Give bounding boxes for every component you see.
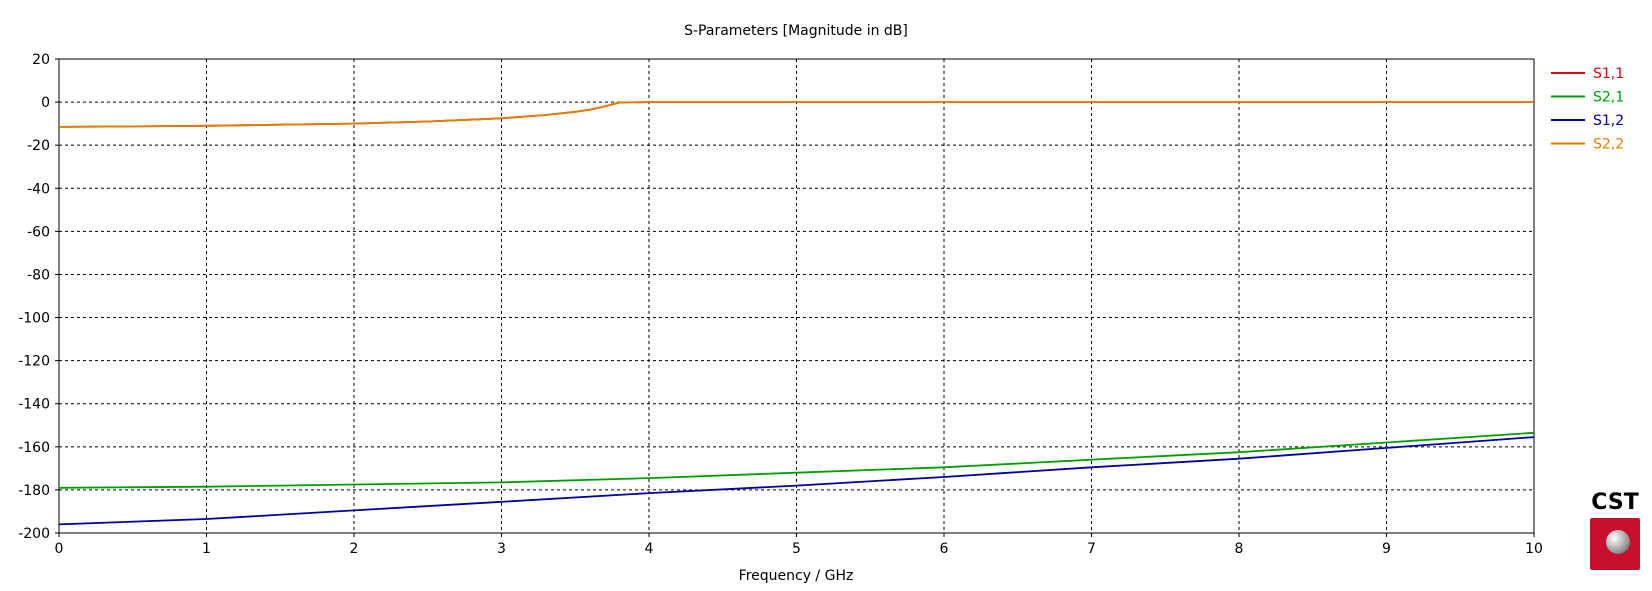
- grid-lines: [59, 59, 1534, 533]
- x-tick-label: 7: [1087, 541, 1096, 557]
- series-line-s22: [58, 101, 1534, 128]
- x-axis-ticks: 0 1 2 3 4 5 6 7 8 9 10: [55, 533, 1543, 557]
- x-tick-label: 2: [350, 541, 359, 557]
- legend-label-s12: S1,2: [1593, 113, 1624, 129]
- legend: S1,1 S2,1 S1,2 S2,2: [1551, 66, 1624, 153]
- x-tick-label: 10: [1525, 541, 1543, 557]
- logo-sphere-icon: [1606, 530, 1630, 554]
- x-tick-label: 9: [1382, 541, 1391, 557]
- x-axis-label: Frequency / GHz: [739, 568, 854, 584]
- x-tick-label: 8: [1235, 541, 1244, 557]
- y-tick-label: -40: [27, 181, 50, 197]
- x-tick-label: 0: [55, 541, 64, 557]
- x-tick-label: 5: [792, 541, 801, 557]
- y-tick-label: 0: [41, 95, 50, 111]
- y-tick-label: -60: [27, 224, 50, 240]
- x-tick-label: 6: [940, 541, 949, 557]
- x-tick-label: 4: [645, 541, 654, 557]
- y-tick-label: -200: [18, 526, 50, 542]
- y-tick-label: -180: [18, 483, 50, 499]
- legend-label-s11: S1,1: [1593, 66, 1624, 82]
- series-lines: [58, 101, 1535, 526]
- y-tick-label: -140: [18, 397, 50, 413]
- chart-title: S-Parameters [Magnitude in dB]: [684, 23, 908, 39]
- y-tick-label: -120: [18, 354, 50, 370]
- y-tick-label: 20: [32, 52, 50, 68]
- series-line-s12: [58, 436, 1535, 526]
- legend-label-s21: S2,1: [1593, 90, 1624, 106]
- y-tick-label: -80: [27, 267, 50, 283]
- x-tick-label: 1: [202, 541, 211, 557]
- x-tick-label: 3: [497, 541, 506, 557]
- logo-icon: [1590, 518, 1640, 570]
- cst-logo: CST: [1582, 490, 1648, 585]
- y-axis-ticks: 20 0 -20 -40 -60 -80 -100 -120 -140 -160 -180 -200: [18, 52, 59, 542]
- y-tick-label: -100: [18, 311, 50, 327]
- legend-label-s22: S2,2: [1593, 137, 1624, 153]
- y-tick-label: -160: [18, 440, 50, 456]
- series-line-s21: [58, 431, 1535, 489]
- y-tick-label: -20: [27, 138, 50, 154]
- logo-text: CST: [1591, 490, 1639, 515]
